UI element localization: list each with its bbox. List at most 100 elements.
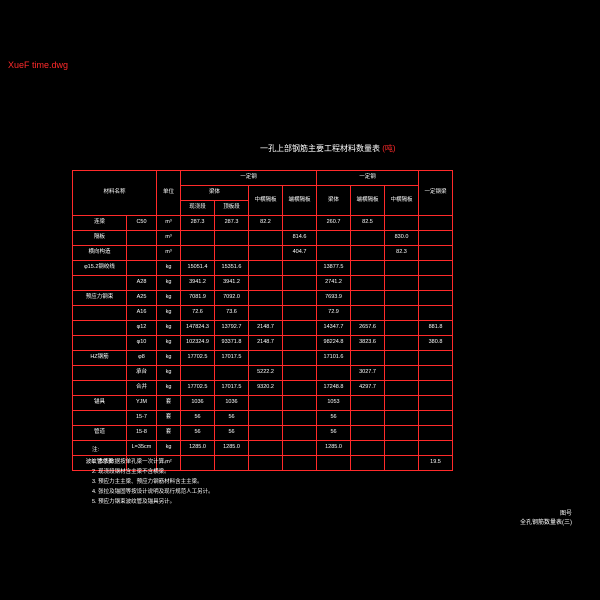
cell: kg (157, 306, 181, 321)
cell: kg (157, 336, 181, 351)
cell (419, 426, 453, 441)
cell (73, 411, 127, 426)
cell (283, 261, 317, 276)
cell: 287.3 (215, 216, 249, 231)
cell (385, 336, 419, 351)
cell (283, 456, 317, 471)
cell: 14347.7 (317, 321, 351, 336)
cell: 147824.3 (181, 321, 215, 336)
cell: φ10 (127, 336, 157, 351)
title-suffix: (吨) (382, 144, 395, 153)
cell (283, 441, 317, 456)
cell (283, 426, 317, 441)
cell (283, 276, 317, 291)
cell (249, 396, 283, 411)
cell: 2148.7 (249, 336, 283, 351)
cell (73, 381, 127, 396)
cell: 15051.4 (181, 261, 215, 276)
cell: 5222.2 (249, 366, 283, 381)
cell: 82.2 (249, 216, 283, 231)
cell: 15351.6 (215, 261, 249, 276)
cell: 3027.7 (351, 366, 385, 381)
cell: kg (157, 291, 181, 306)
cell: 17248.8 (317, 381, 351, 396)
cell: 17017.5 (215, 381, 249, 396)
cell (351, 351, 385, 366)
cell (385, 321, 419, 336)
cell (249, 231, 283, 246)
cell: 2148.7 (249, 321, 283, 336)
cell: kg (157, 261, 181, 276)
cell (249, 426, 283, 441)
note-item: 4. 张拉及锚固等按设计说明及现行规范人工另计。 (92, 487, 214, 497)
quantity-table: 材料名称单位一定钢一定钢一定钢梁梁体中横隔板端横隔板梁体端横隔板中横隔板现浇段顶… (72, 170, 453, 471)
cell: 单位 (157, 171, 181, 216)
cell (351, 231, 385, 246)
cell (283, 381, 317, 396)
cell (385, 306, 419, 321)
note-item: 5. 预应力钢束波纹管及锚具另计。 (92, 497, 214, 507)
cell (419, 231, 453, 246)
cell (215, 456, 249, 471)
cell (385, 456, 419, 471)
cell (249, 261, 283, 276)
note-item: 3. 预应力主主梁、预应力钢筋材料含主主梁。 (92, 477, 214, 487)
cell (351, 456, 385, 471)
cell: 881.8 (419, 321, 453, 336)
cell: 73.6 (215, 306, 249, 321)
cell: 19.5 (419, 456, 453, 471)
cell: A25 (127, 291, 157, 306)
cell: 预应力钢束 (73, 291, 127, 306)
cell (385, 261, 419, 276)
cell: 7081.9 (181, 291, 215, 306)
cell (385, 381, 419, 396)
cell (73, 336, 127, 351)
cell: 一定钢 (317, 171, 419, 186)
cell: 56 (317, 426, 351, 441)
cell (249, 411, 283, 426)
cell (249, 456, 283, 471)
cell (249, 351, 283, 366)
cell: 98224.8 (317, 336, 351, 351)
cell (283, 351, 317, 366)
cell (283, 336, 317, 351)
cell: 中横隔板 (249, 186, 283, 216)
drawing-stamp: 图号 全孔钢筋数量表(三) (520, 510, 572, 528)
cell (283, 216, 317, 231)
cell: 1285.0 (317, 441, 351, 456)
cell: C50 (127, 216, 157, 231)
cell (351, 306, 385, 321)
stamp-line: 全孔钢筋数量表(三) (520, 519, 572, 528)
cell: 4297.7 (351, 381, 385, 396)
cell: 93371.8 (215, 336, 249, 351)
cell: 102324.9 (181, 336, 215, 351)
cell: 82.3 (385, 246, 419, 261)
cell (283, 306, 317, 321)
cell (181, 231, 215, 246)
cell: 一定钢梁 (419, 171, 453, 216)
cell (283, 366, 317, 381)
cell (419, 261, 453, 276)
cell (385, 291, 419, 306)
cell: 380.8 (419, 336, 453, 351)
cell (351, 396, 385, 411)
cell (283, 411, 317, 426)
cell: 连梁 (73, 216, 127, 231)
title-main: 一孔上部钢筋主要工程材料数量表 (260, 144, 380, 153)
cell: 3941.2 (181, 276, 215, 291)
cell (385, 396, 419, 411)
cell (385, 276, 419, 291)
cell: m³ (157, 216, 181, 231)
cell: 1285.0 (215, 441, 249, 456)
cell (385, 411, 419, 426)
cell: kg (157, 366, 181, 381)
cell: 72.9 (317, 306, 351, 321)
cell: 17702.5 (181, 351, 215, 366)
cell: 9320.2 (249, 381, 283, 396)
cell: 260.7 (317, 216, 351, 231)
cell: 17101.6 (317, 351, 351, 366)
stamp-line: 图号 (520, 510, 572, 519)
cell (317, 366, 351, 381)
cell (351, 426, 385, 441)
cell: 套 (157, 411, 181, 426)
